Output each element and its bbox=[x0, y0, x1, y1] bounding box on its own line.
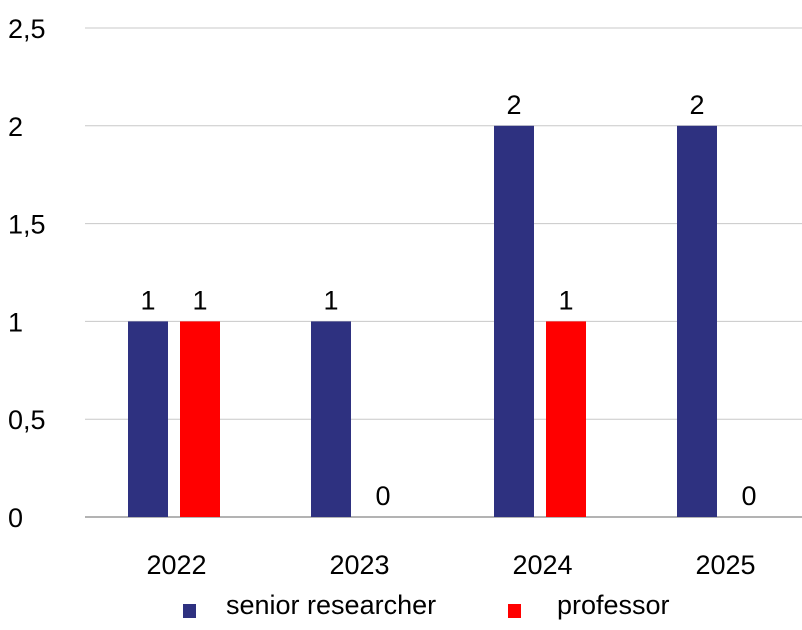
legend-item-professor: professor bbox=[508, 590, 670, 620]
x-tick-label: 2022 bbox=[146, 550, 206, 580]
bars bbox=[128, 125, 717, 518]
bar-senior-researcher-2023 bbox=[311, 321, 351, 517]
legend-label: professor bbox=[557, 590, 670, 620]
bar-professor-2022 bbox=[180, 321, 220, 517]
data-label: 0 bbox=[375, 481, 390, 511]
x-tick-label: 2023 bbox=[329, 550, 389, 580]
data-label: 1 bbox=[140, 285, 155, 315]
y-tick-label: 1,5 bbox=[8, 210, 46, 240]
data-label: 2 bbox=[506, 90, 521, 120]
legend-item-senior-researcher: senior researcher bbox=[183, 590, 436, 620]
legend-swatch bbox=[183, 604, 196, 618]
y-tick-label: 0 bbox=[8, 503, 23, 533]
legend: senior researcher professor bbox=[183, 590, 670, 620]
x-axis-ticks: 2022 2023 2024 2025 bbox=[146, 550, 755, 580]
data-label: 0 bbox=[741, 481, 756, 511]
y-tick-label: 2 bbox=[8, 112, 23, 142]
bar-professor-2024 bbox=[546, 321, 586, 517]
data-label: 2 bbox=[689, 90, 704, 120]
y-tick-label: 2,5 bbox=[8, 14, 46, 44]
data-label: 1 bbox=[323, 285, 338, 315]
y-axis-ticks: 0 0,5 1 1,5 2 2,5 bbox=[8, 14, 46, 533]
data-label: 1 bbox=[192, 285, 207, 315]
x-tick-label: 2024 bbox=[512, 550, 572, 580]
bar-senior-researcher-2024 bbox=[494, 125, 534, 518]
bar-senior-researcher-2025 bbox=[677, 125, 717, 518]
x-tick-label: 2025 bbox=[695, 550, 755, 580]
data-label: 1 bbox=[558, 285, 573, 315]
data-labels: 1 1 1 0 2 1 2 0 bbox=[140, 90, 756, 511]
y-tick-label: 0,5 bbox=[8, 405, 46, 435]
legend-label: senior researcher bbox=[226, 590, 436, 620]
bar-senior-researcher-2022 bbox=[128, 321, 168, 517]
y-tick-label: 1 bbox=[8, 307, 23, 337]
legend-swatch bbox=[508, 604, 521, 618]
